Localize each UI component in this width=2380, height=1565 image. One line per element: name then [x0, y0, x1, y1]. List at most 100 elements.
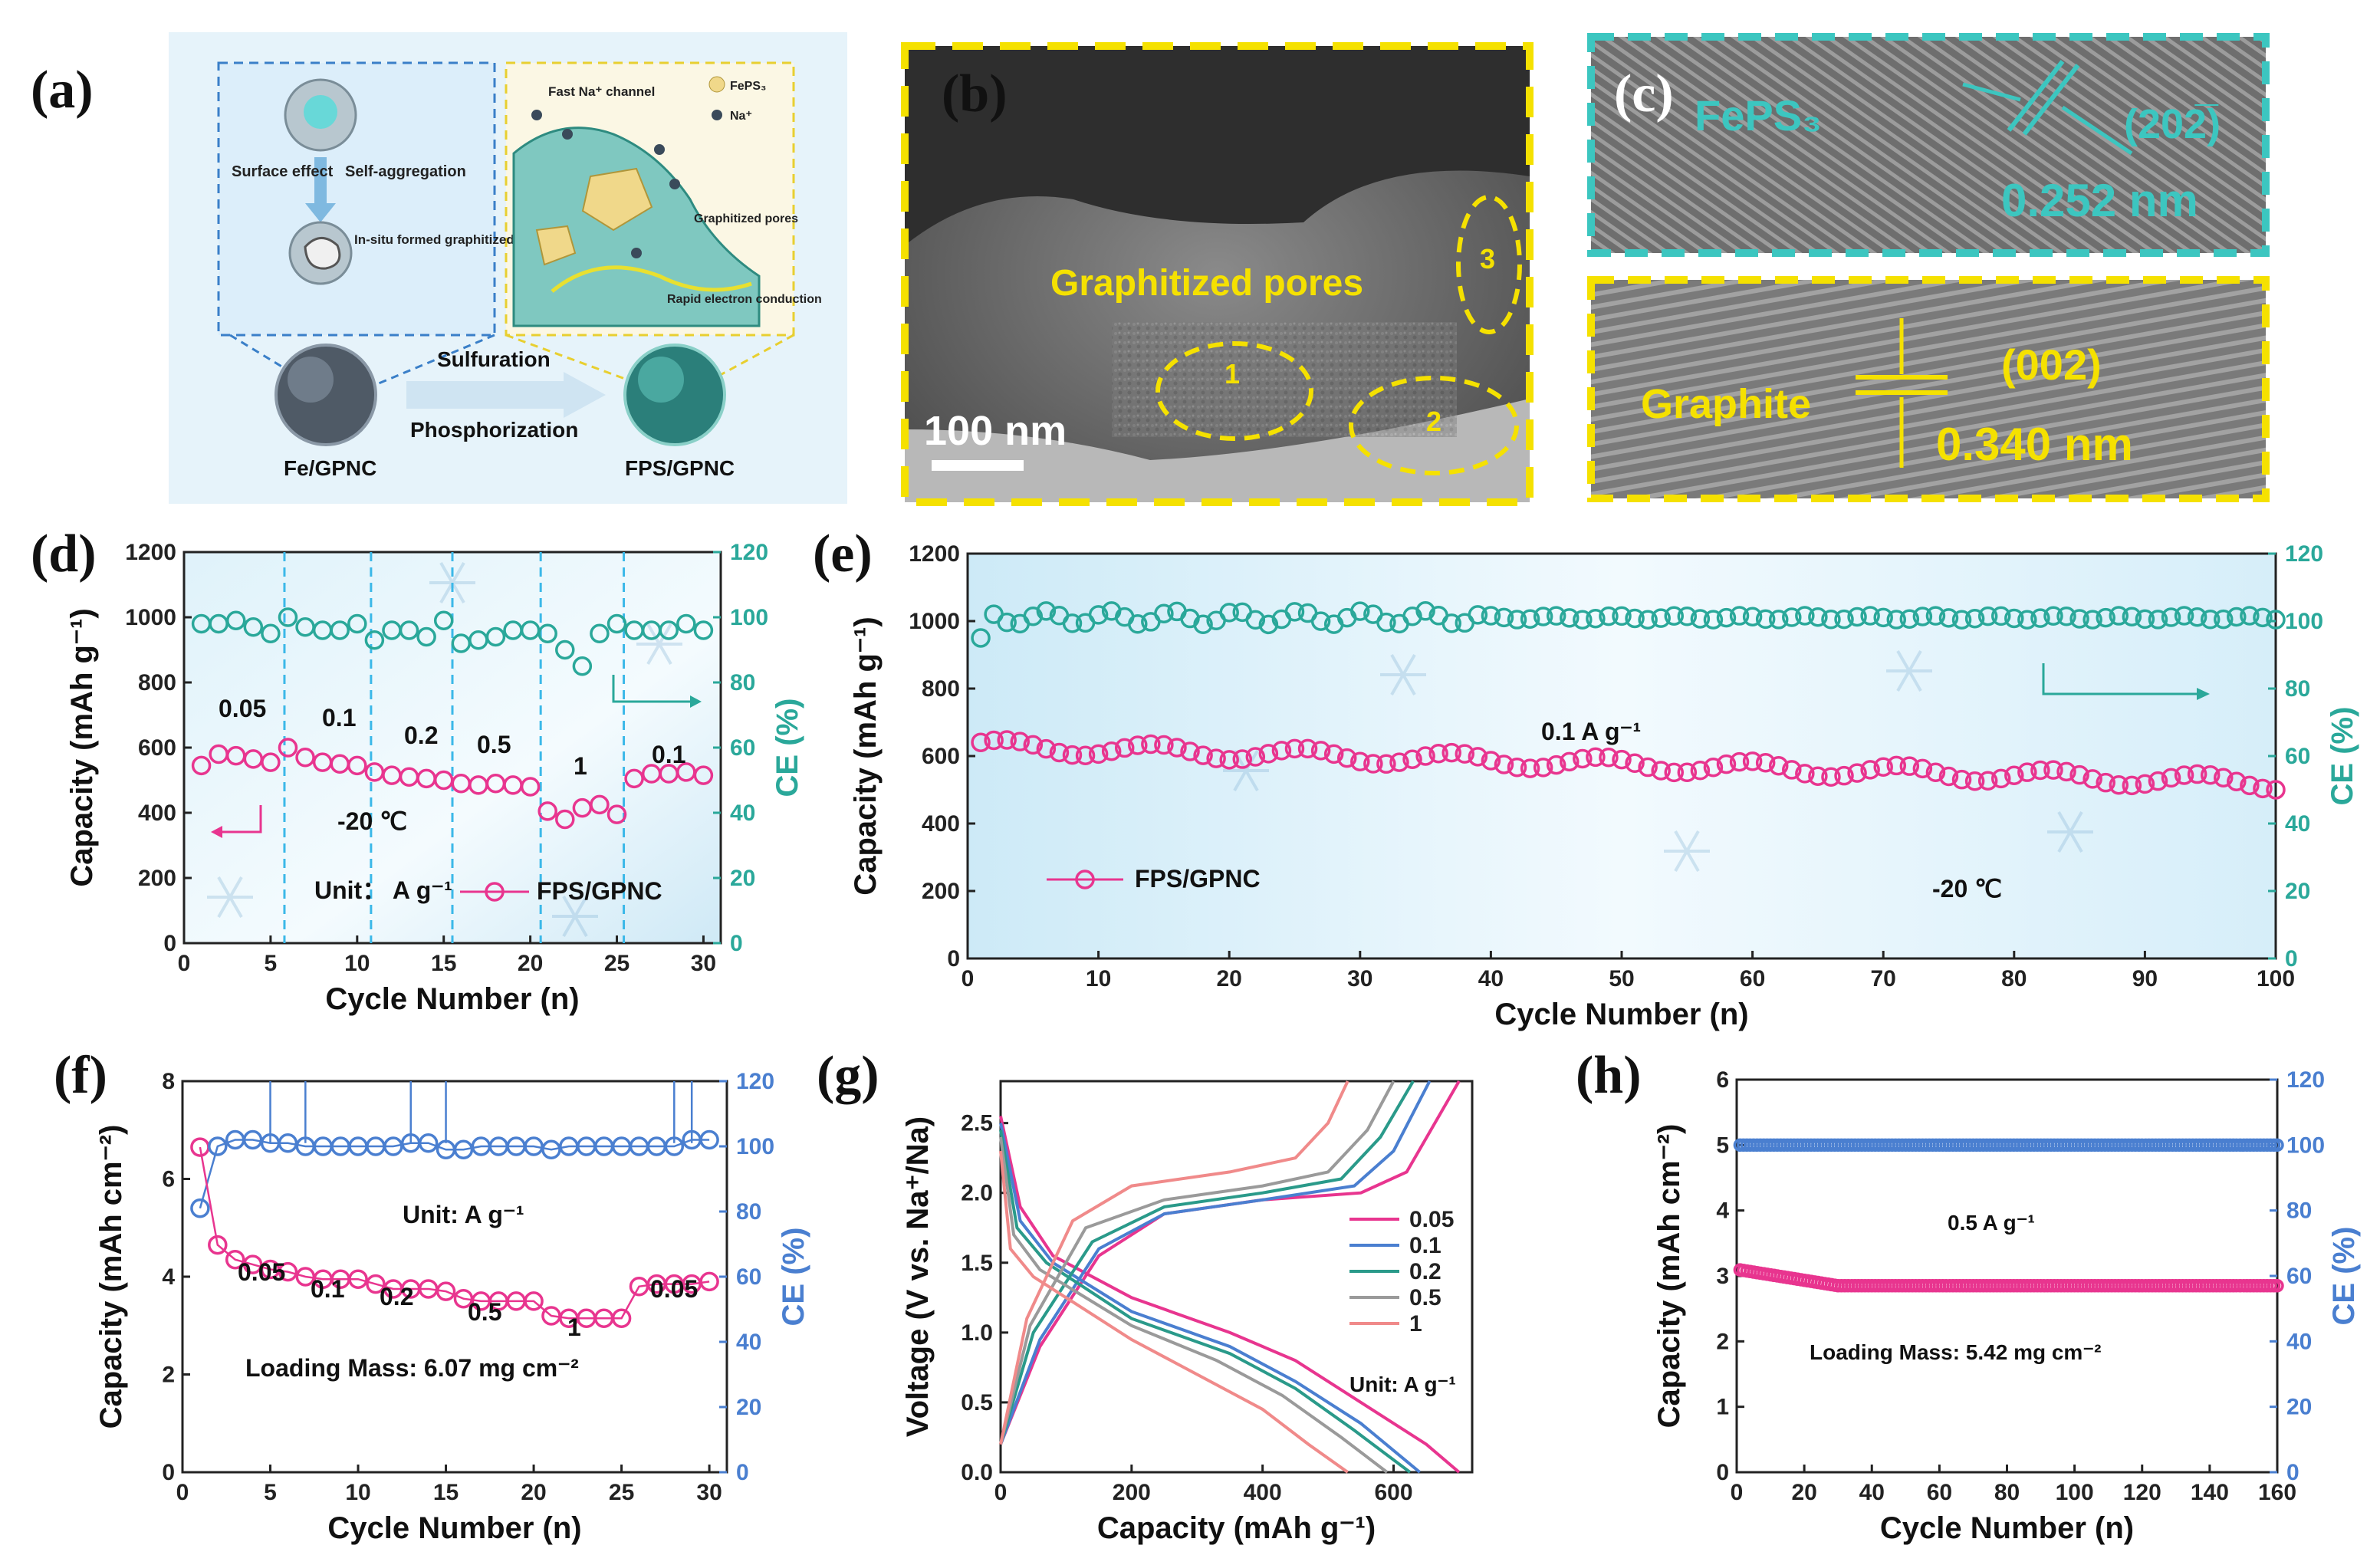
- x-tick-label: 200: [1113, 1480, 1151, 1505]
- feps3-spacing-label: 0.252 nm: [2001, 175, 2198, 226]
- rate-label: 0.2: [404, 722, 438, 749]
- y2-tick-label: 120: [730, 540, 768, 565]
- sphere-highlight: [288, 357, 334, 403]
- rate-label: 0.05: [238, 1258, 285, 1286]
- capacity-point: [1860, 760, 1880, 780]
- capacity-point: [2135, 774, 2155, 794]
- capacity-point: [2017, 762, 2037, 782]
- y-tick-label: 1200: [125, 540, 176, 565]
- rapid-conduction-label: Rapid electron conduction: [667, 293, 822, 306]
- capacity-point: [971, 732, 991, 752]
- arrow-icon: [2061, 105, 2133, 156]
- x-tick-label: 30: [1347, 966, 1372, 991]
- capacity-point: [524, 1291, 544, 1311]
- capacity-point: [1310, 741, 1331, 761]
- legend-label: 0.5: [1409, 1285, 1441, 1310]
- x-tick-label: 0: [994, 1480, 1008, 1505]
- y-tick-label: 8: [162, 1069, 175, 1094]
- ce-point: [1350, 601, 1370, 621]
- ce-point: [1415, 601, 1435, 621]
- discharge-curve-0.5: [999, 1136, 1389, 1474]
- ce-point: [190, 1198, 210, 1218]
- fps-gpnc-label: FPS/GPNC: [625, 456, 735, 480]
- capacity-point: [348, 1269, 368, 1289]
- snowflake-icon: [207, 876, 253, 918]
- ce-point: [1088, 605, 1109, 625]
- capacity-point: [295, 748, 315, 768]
- chart-d: 0 5 10 15 20 25 30 0 200 400 600 800 1000 1200 0 20 40 60…: [65, 540, 804, 1016]
- pore-shape-icon: [304, 237, 341, 270]
- capacity-point: [1729, 751, 1750, 772]
- ce-point: [1808, 607, 1828, 627]
- hrtem-top-image: [1591, 37, 2266, 253]
- snowflake-icon: [1664, 830, 1710, 872]
- x-tick-label: 40: [1859, 1480, 1885, 1505]
- legend-label: FPS/GPNC: [1135, 865, 1261, 893]
- ce-point: [1782, 607, 1802, 627]
- y2-tick-label: 100: [2285, 609, 2323, 634]
- na-legend-label: Na⁺: [730, 110, 752, 123]
- capacity-point: [191, 755, 212, 776]
- current-density-label: 0.1 A g⁻¹: [1541, 718, 1641, 745]
- x-tick-label: 15: [433, 1480, 459, 1505]
- y-tick-label: 1.0: [961, 1320, 993, 1346]
- schematic-panel: Surface effect Self-aggregation In-situ …: [169, 32, 847, 504]
- y-tick-label: 0.5: [961, 1390, 993, 1415]
- panel-label-f: (f): [54, 1046, 107, 1105]
- capacity-point: [555, 809, 575, 830]
- x-tick-label: 0: [176, 1480, 189, 1505]
- ce-point: [1795, 606, 1815, 626]
- capacity-point: [436, 1281, 456, 1301]
- loading-mass-label: Loading Mass: 5.42 mg cm⁻²: [1810, 1340, 2101, 1364]
- capacity-point: [537, 801, 557, 821]
- right-axis-arrow-icon: [612, 675, 690, 703]
- ce-point: [1755, 609, 1776, 630]
- ce-point: [2174, 606, 2194, 626]
- snowflake-arm: [2057, 811, 2083, 853]
- x-tick-label: 400: [1244, 1480, 1282, 1505]
- right-axis-arrow-icon: [2042, 663, 2197, 695]
- unit-label: Unit: A g⁻¹: [403, 1201, 524, 1228]
- capacity-point: [1795, 764, 1815, 784]
- ce-point: [1964, 608, 1985, 629]
- ce-point: [1376, 612, 1396, 633]
- ce-point: [1768, 610, 1789, 630]
- capacity-point: [1755, 752, 1776, 773]
- snowflake-arm: [1233, 750, 1259, 791]
- y2-axis-label: CE (%): [2327, 1227, 2361, 1326]
- capacity-point: [1507, 757, 1527, 778]
- capacity-point: [1520, 758, 1540, 778]
- ce-point: [2030, 608, 2050, 628]
- ce-point: [1586, 608, 1606, 629]
- tem-light-background: [905, 399, 1530, 502]
- capacity-point: [1664, 762, 1684, 783]
- ce-point: [537, 623, 557, 643]
- ce-point: [590, 623, 610, 643]
- ce-point: [2069, 609, 2089, 629]
- ce-point: [1742, 607, 1763, 626]
- legend-marker: [1075, 870, 1095, 889]
- capacity-point: [1638, 757, 1658, 778]
- y-tick-label: 200: [138, 866, 176, 891]
- surface-effect-label: Surface effect: [232, 163, 334, 180]
- ce-point: [1664, 606, 1684, 626]
- capacity-point: [2004, 765, 2024, 786]
- y-tick-label: 800: [922, 676, 960, 702]
- capacity-point: [1441, 742, 1461, 763]
- ce-point: [1507, 610, 1527, 630]
- capacity-point: [366, 1274, 386, 1294]
- fe-gpnc-label: Fe/GPNC: [284, 456, 376, 480]
- ce-point: [1729, 606, 1750, 626]
- ce-point: [2253, 607, 2273, 628]
- y2-tick-label: 60: [2286, 1264, 2312, 1289]
- capacity-point: [1088, 744, 1109, 764]
- x-tick-label: 70: [1871, 966, 1896, 991]
- ce-point: [364, 630, 385, 650]
- legend-label: 0.2: [1409, 1259, 1441, 1284]
- y-axis-label: Capacity (mAh g⁻¹): [849, 616, 883, 895]
- y2-tick-label: 80: [730, 670, 755, 695]
- ce-point: [416, 626, 436, 647]
- snowflake-arm: [562, 896, 588, 937]
- tem-panel: (b) Graphitized pores 1 2 3 100 nm: [901, 42, 1534, 506]
- y-tick-label: 1: [1716, 1395, 1729, 1420]
